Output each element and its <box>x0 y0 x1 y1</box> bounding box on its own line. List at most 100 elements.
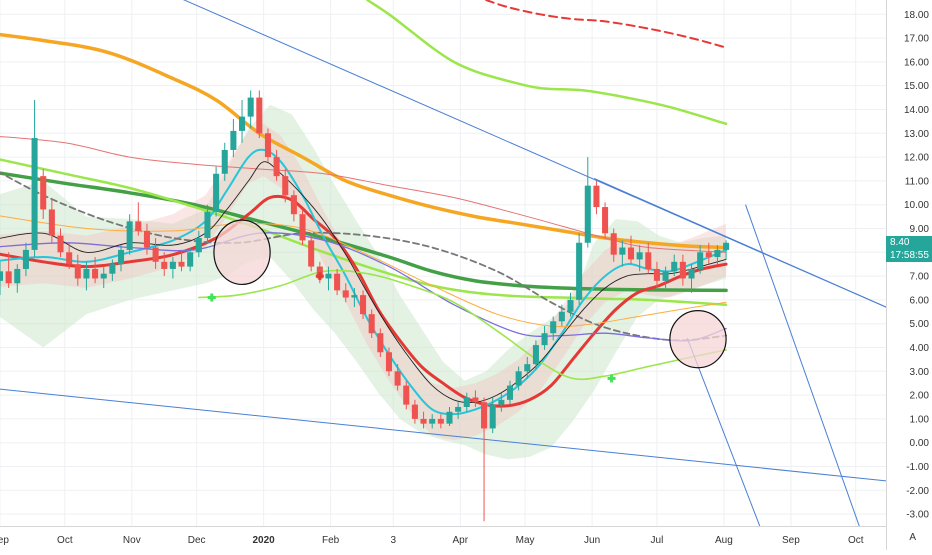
candle[interactable] <box>498 392 505 412</box>
candle[interactable] <box>135 202 142 236</box>
candle[interactable] <box>558 304 565 327</box>
candle[interactable] <box>463 392 470 412</box>
trendline[interactable] <box>0 388 908 483</box>
price-tick-label: 13.00 <box>904 129 929 140</box>
candle[interactable] <box>420 411 427 429</box>
candle[interactable] <box>109 259 116 281</box>
candle[interactable] <box>679 254 686 286</box>
candle[interactable] <box>567 292 574 317</box>
candle[interactable] <box>187 247 194 272</box>
candle[interactable] <box>213 166 220 217</box>
candle[interactable] <box>541 326 548 350</box>
candle[interactable] <box>515 366 522 391</box>
candle[interactable] <box>57 228 64 258</box>
candle[interactable] <box>394 364 401 391</box>
candle[interactable] <box>247 90 254 129</box>
candle[interactable] <box>576 233 583 305</box>
candle[interactable] <box>671 254 678 277</box>
trendline[interactable] <box>594 178 907 317</box>
candle[interactable] <box>385 347 393 377</box>
candle[interactable] <box>593 180 600 215</box>
candle[interactable] <box>377 328 384 358</box>
price-tick-label: 11.00 <box>905 176 930 187</box>
candle[interactable] <box>221 142 228 181</box>
candle-body <box>653 268 660 281</box>
candle[interactable] <box>169 257 176 279</box>
candle[interactable] <box>524 357 531 379</box>
candle[interactable] <box>66 242 73 269</box>
candle[interactable] <box>446 406 453 427</box>
candle[interactable] <box>584 157 591 248</box>
candle[interactable] <box>152 238 159 269</box>
candle[interactable] <box>31 99 38 258</box>
trendline[interactable] <box>745 204 861 529</box>
candle[interactable] <box>299 209 306 246</box>
price-tick-label: -2.00 <box>906 486 929 497</box>
candle[interactable] <box>481 397 488 522</box>
candle[interactable] <box>627 235 635 265</box>
candle[interactable] <box>437 414 444 429</box>
candle[interactable] <box>0 261 4 296</box>
candle[interactable] <box>239 99 246 143</box>
highlight-circle[interactable] <box>213 219 271 286</box>
candle[interactable] <box>230 119 237 158</box>
candle[interactable] <box>619 240 626 267</box>
candle[interactable] <box>705 242 712 265</box>
candle[interactable] <box>403 380 410 410</box>
time-axis[interactable]: Sep Oct Nov Dec 2020 Feb 3 Apr May Jun Jul Aug Sep Oc… <box>0 535 864 546</box>
auto-scale-button[interactable]: A <box>909 532 916 543</box>
candle[interactable] <box>117 245 125 272</box>
candle[interactable] <box>506 380 514 405</box>
candle[interactable] <box>143 223 150 255</box>
candle[interactable] <box>489 397 496 434</box>
candle[interactable] <box>92 257 99 284</box>
candle[interactable] <box>40 168 47 219</box>
candle[interactable] <box>83 261 90 291</box>
candle[interactable] <box>351 287 358 308</box>
candle[interactable] <box>455 402 462 419</box>
candle[interactable] <box>360 290 367 319</box>
candle[interactable] <box>472 390 479 407</box>
candle[interactable] <box>14 264 21 293</box>
candle[interactable] <box>368 309 375 338</box>
candle[interactable] <box>342 283 349 303</box>
candle[interactable] <box>22 242 29 277</box>
candle[interactable] <box>334 268 341 296</box>
candle[interactable] <box>195 230 202 258</box>
candle[interactable] <box>290 190 297 222</box>
candle[interactable] <box>74 254 81 286</box>
candle[interactable] <box>282 168 289 203</box>
candle[interactable] <box>723 240 730 260</box>
candle[interactable] <box>264 128 271 162</box>
candle[interactable] <box>273 149 280 181</box>
candle[interactable] <box>662 266 669 288</box>
candle[interactable] <box>178 249 185 272</box>
candle-body <box>550 321 557 334</box>
candle[interactable] <box>308 235 315 272</box>
candle[interactable] <box>550 316 557 341</box>
candle[interactable] <box>697 245 704 274</box>
candle[interactable] <box>325 266 332 291</box>
candle[interactable] <box>688 264 695 293</box>
candle[interactable] <box>411 399 418 424</box>
highlight-circle[interactable] <box>669 310 727 369</box>
trendline[interactable] <box>686 337 761 528</box>
candle[interactable] <box>204 204 211 243</box>
candle[interactable] <box>653 261 660 288</box>
candle[interactable] <box>429 414 436 429</box>
candle[interactable] <box>256 90 263 139</box>
candle[interactable] <box>532 340 539 369</box>
candle[interactable] <box>636 245 643 272</box>
candle[interactable] <box>5 252 12 288</box>
candle[interactable] <box>602 202 609 239</box>
candle[interactable] <box>48 199 55 243</box>
candle[interactable] <box>714 245 721 265</box>
candle[interactable] <box>100 266 107 288</box>
candle[interactable] <box>645 242 652 274</box>
candle[interactable] <box>161 252 168 277</box>
plot-area[interactable] <box>0 0 908 528</box>
candle[interactable] <box>610 228 617 262</box>
candle[interactable] <box>126 214 133 255</box>
